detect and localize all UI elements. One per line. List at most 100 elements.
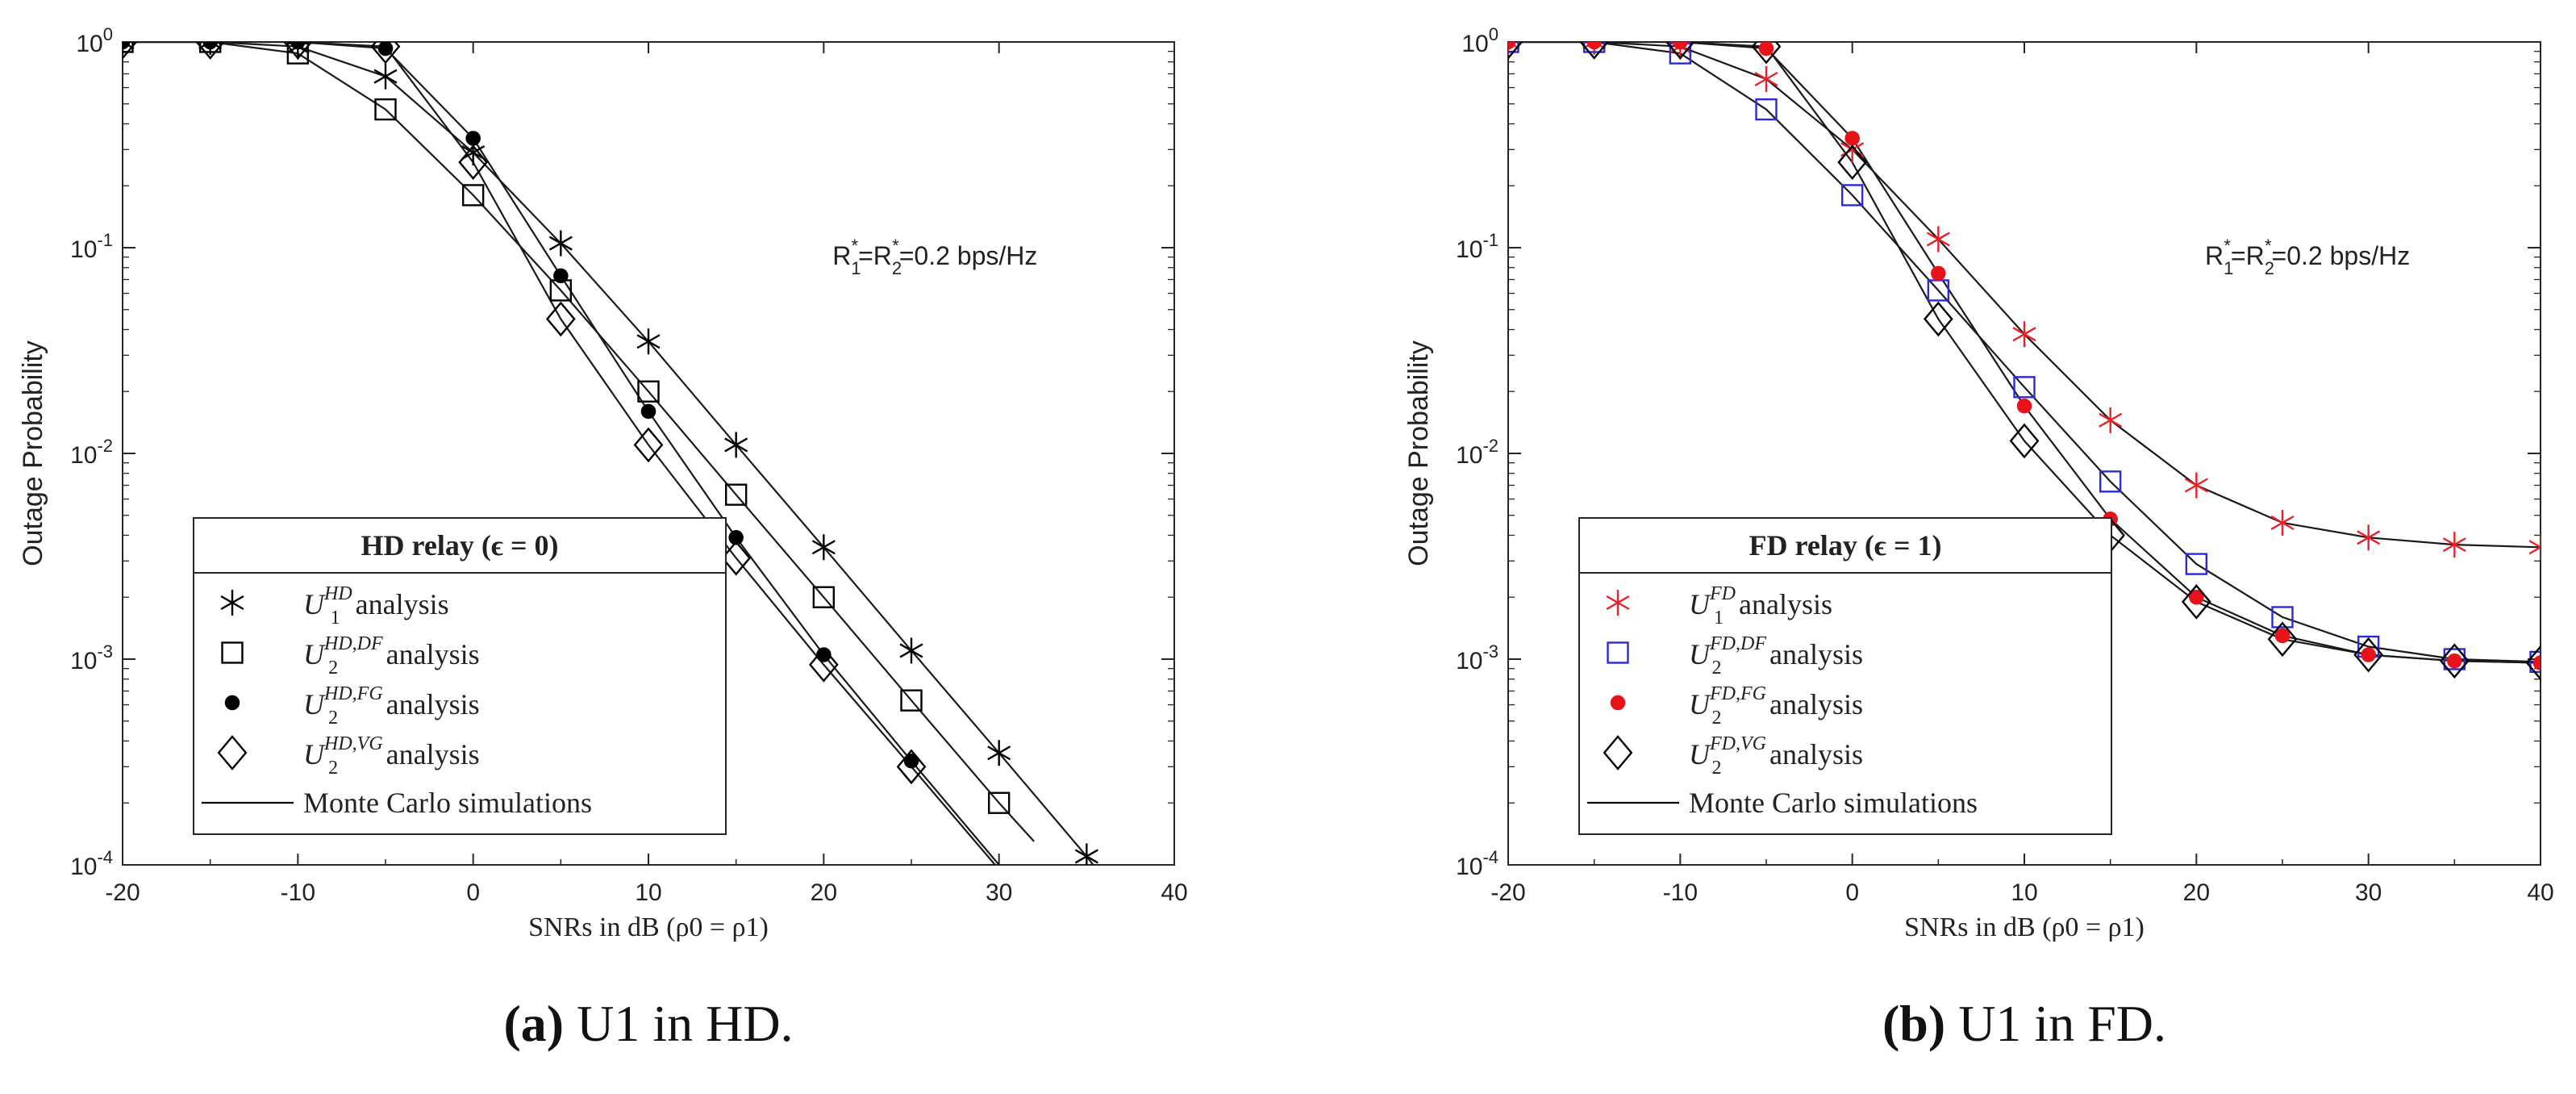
legend-title: HD relay (ϵ = 0): [361, 529, 559, 562]
y-tick-exponent: -4: [1482, 847, 1498, 867]
data-point-square: [2185, 553, 2208, 575]
legend-marker-asterisk-stroke: [1606, 595, 1630, 611]
caption-text: U1 in HD.: [577, 995, 793, 1052]
data-point-square: [461, 184, 485, 207]
y-tick-base: 10: [76, 31, 102, 57]
series-group: [123, 42, 1098, 865]
data-point-asterisk-stroke: [987, 745, 1011, 761]
legend-symbol: U: [303, 738, 326, 770]
data-point-diamond: [282, 42, 313, 60]
data-point-asterisk: [1508, 42, 1520, 55]
y-tick-exponent: -4: [97, 847, 113, 867]
data-point-square: [900, 689, 923, 712]
annotation-part: =0.2 bps/Hz: [2272, 241, 2411, 270]
legend-label: Monte Carlo simulations: [1689, 787, 1978, 819]
data-point-diamond: [2439, 643, 2470, 679]
legend-marker-dot: [1610, 695, 1626, 711]
data-point-asterisk: [2099, 407, 2123, 433]
legend-suffix: analysis: [1769, 638, 1863, 670]
data-point-dot: [553, 268, 569, 284]
series-4-markers: [1508, 42, 2541, 681]
data-point-diamond: [896, 749, 927, 785]
x-tick-label: 40: [1161, 879, 1187, 906]
legend-subscript: 1: [331, 608, 340, 628]
legend-subscript: 2: [328, 758, 338, 779]
data-point-dot: [640, 403, 657, 420]
legend-item: UHD,FG 2 analysisU2^HD,FG analysis: [224, 683, 480, 729]
legend-marker-square: [221, 641, 244, 664]
data-point-asterisk: [123, 42, 135, 55]
annotation-part: 2: [892, 258, 902, 278]
caption-space: [564, 995, 577, 1052]
data-point-dot: [2361, 647, 2376, 662]
annotation-part: R: [832, 241, 851, 270]
data-point-asterisk-stroke: [548, 236, 573, 251]
data-point-asterisk-stroke: [1508, 42, 1520, 50]
y-tick-exponent: 0: [1489, 24, 1498, 44]
data-point-asterisk: [1754, 66, 1778, 93]
data-point-diamond: [633, 427, 664, 463]
data-point-asterisk-stroke: [208, 42, 223, 50]
y-tick-label: 10-3: [1456, 641, 1498, 674]
x-axis-label: SNRs in dB (ρ0 = ρ1): [528, 912, 769, 942]
legend-marker-diamond: [217, 735, 248, 770]
y-tick-exponent: 0: [103, 24, 113, 44]
legend-suffix: analysis: [1769, 738, 1863, 770]
data-point-square: [1508, 42, 1519, 53]
data-point-asterisk: [198, 42, 223, 55]
legend-symbol: U: [303, 588, 326, 620]
annotation-part: 2: [2265, 258, 2274, 278]
data-point-diamond: [1837, 144, 1868, 181]
data-point-asterisk-stroke: [1074, 849, 1098, 864]
annotation-part: *: [852, 236, 859, 256]
y-tick-label: 10-2: [1456, 436, 1498, 469]
data-point-asterisk-stroke: [1582, 42, 1597, 50]
annotation-part: =R: [858, 241, 892, 270]
data-point-diamond: [370, 42, 401, 65]
legend-label: UHD,FG 2 analysisU2^HD,FG analysis: [303, 683, 480, 729]
y-tick-exponent: -1: [1482, 230, 1498, 250]
legend-item: UFD,DF 2 analysisU2^FD,DF analysis: [1607, 633, 1863, 679]
data-point-asterisk: [2357, 524, 2381, 551]
y-tick-exponent: -3: [97, 641, 113, 662]
legend-suffix: analysis: [386, 738, 480, 770]
data-point-diamond: [458, 144, 489, 181]
y-tick-exponent: -3: [1482, 641, 1498, 662]
legend-symbol: U: [303, 638, 326, 670]
series-3-markers: [123, 42, 919, 769]
legend-symbol: U: [1689, 688, 1711, 720]
x-tick-label: 20: [811, 879, 837, 906]
legend-subscript: 2: [328, 658, 338, 679]
legend-label: UHD 1 analysisU1^HD analysis: [303, 583, 449, 628]
legend-superscript: HD: [323, 583, 352, 604]
simulation-curve-2: [123, 42, 1035, 842]
data-point-asterisk: [2012, 321, 2036, 348]
y-tick-base: 10: [70, 442, 97, 469]
data-point-square: [987, 791, 1011, 814]
y-tick-label: 100: [1461, 24, 1498, 57]
series-4-markers: [123, 42, 927, 785]
data-point-asterisk-stroke: [811, 540, 836, 555]
annotation-part: =0.2 bps/Hz: [899, 241, 1038, 270]
panel-label: (a): [503, 995, 564, 1052]
legend-marker-square: [1607, 641, 1629, 664]
legend-title: FD relay (ϵ = 1): [1749, 529, 1942, 562]
y-tick-label: 100: [76, 24, 113, 57]
legend-box: [1578, 517, 2112, 835]
x-tick-label: 30: [986, 879, 1012, 906]
data-point-dot: [2189, 589, 2204, 605]
legend-item: Monte Carlo simulations: [1587, 787, 1978, 819]
data-point-asterisk-stroke: [1754, 71, 1778, 87]
data-point-asterisk: [548, 230, 573, 257]
legend-subscript: 1: [1714, 608, 1724, 628]
data-point-diamond: [545, 301, 576, 337]
legend-subscript: 2: [328, 708, 338, 729]
y-tick-label: 10-1: [70, 230, 113, 263]
y-tick-base: 10: [70, 236, 97, 263]
legend-marker-asterisk-stroke: [220, 595, 244, 611]
x-axis-label: SNRs in dB (ρ0 = ρ1): [1904, 912, 2145, 942]
annotation-part: =R: [2231, 241, 2265, 270]
annotation-part: *: [2265, 236, 2272, 256]
legend-item: UHD,DF 2 analysisU2^HD,DF analysis: [221, 633, 480, 679]
